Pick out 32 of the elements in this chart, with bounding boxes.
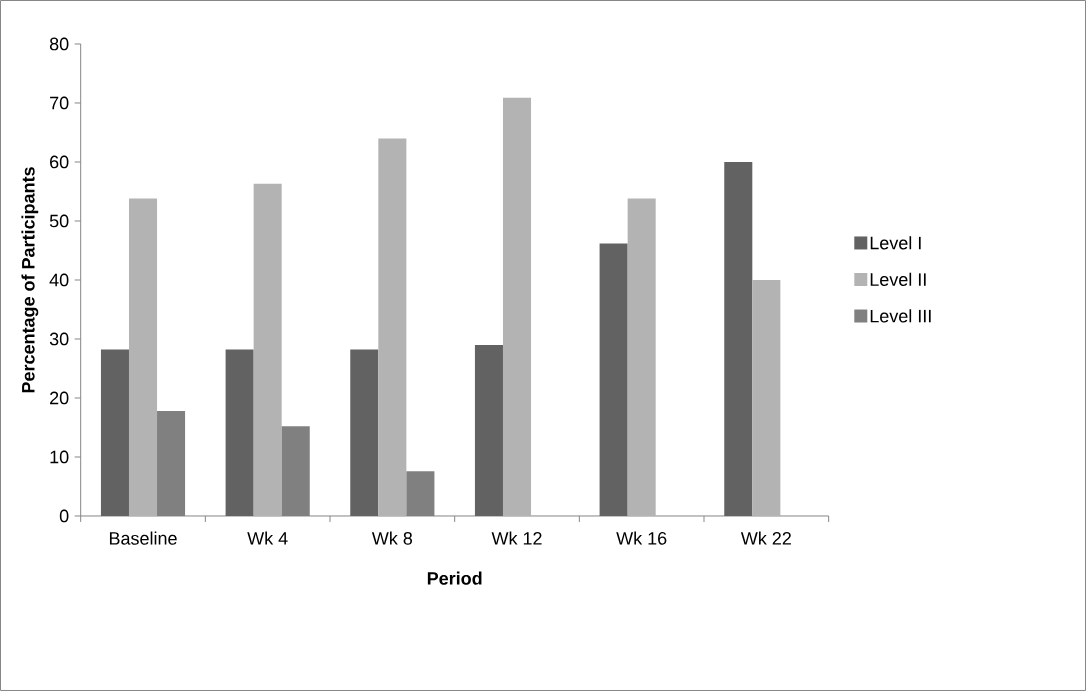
x-tick-label: Wk 22 [740,531,791,545]
bar [100,349,129,516]
bar [474,344,503,516]
bar [724,161,753,516]
bar [599,243,628,516]
y-tick-label: 30 [49,332,69,346]
y-tick-label: 60 [50,155,69,169]
x-tick-label: Wk 16 [616,531,667,545]
y-tick-label: 0 [59,509,69,523]
bar [128,198,158,516]
legend-label: Level II [870,272,926,286]
bar [225,349,254,516]
legend-label: Level III [870,309,931,323]
y-tick-label: 40 [49,273,69,287]
bar [627,198,656,516]
bar [253,183,282,516]
x-tick-label: Wk 8 [371,531,413,545]
y-tick-label: 20 [50,391,69,405]
bar [378,138,407,516]
bar [502,97,532,516]
x-tick-label: Wk 4 [247,531,288,545]
y-tick-label: 80 [49,37,69,51]
x-tick-label: Baseline [109,531,177,545]
y-tick-label: 10 [50,450,69,464]
bar [350,349,379,516]
y-axis-title: Percentage of Participants [21,167,39,393]
y-tick-label: 50 [49,214,69,228]
bar [752,279,781,516]
y-tick-label: 70 [50,96,69,110]
x-axis-title: Period [427,571,482,585]
x-tick-label: Wk 12 [491,531,542,545]
legend-label: Level I [870,236,921,250]
